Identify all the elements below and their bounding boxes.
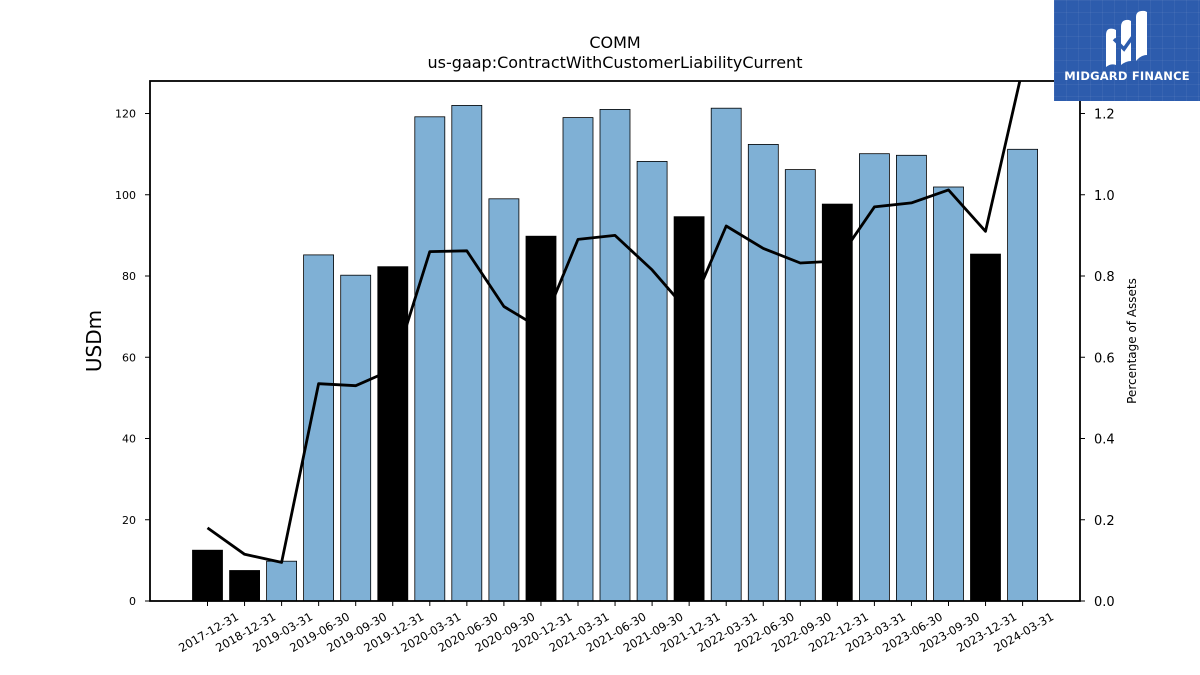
line-percentage-of-assets	[206, 81, 1022, 564]
y-axis-label: USDm	[82, 310, 106, 372]
bar-2017-12-31	[192, 549, 223, 602]
logo-text: MIDGARD FINANCE	[1064, 69, 1190, 83]
y2-tick-label-1.2: 1.2	[1094, 108, 1115, 123]
y2-tick-label-0.6: 0.6	[1094, 351, 1115, 366]
bar-2020-09-30	[488, 198, 520, 602]
y2-tick-label-1.0: 1.0	[1094, 189, 1115, 204]
bar-2021-06-30	[599, 109, 631, 602]
y-tick-label-40: 40	[122, 433, 136, 446]
bar-2023-06-30	[896, 154, 927, 602]
bar-2021-09-30	[636, 160, 668, 602]
y-tick-label-20: 20	[122, 514, 136, 527]
bar-2022-12-31	[821, 203, 853, 602]
plot-area: 0204060801001200.00.20.40.60.81.01.22017…	[115, 80, 1115, 655]
bar-2023-09-30	[933, 186, 964, 602]
bar-2019-09-30	[340, 274, 372, 602]
bar-2019-12-31	[377, 266, 409, 602]
bar-2018-12-31	[229, 570, 261, 602]
bar-2024-03-31	[1007, 148, 1038, 602]
bar-2020-12-31	[525, 235, 557, 602]
bar-2020-03-31	[414, 116, 446, 602]
y-tick-label-0: 0	[129, 595, 136, 608]
chart-title: COMM	[589, 33, 640, 52]
bar-2023-03-31	[859, 153, 890, 602]
y-tick-label-60: 60	[122, 351, 136, 364]
bar-2023-12-31	[970, 253, 1001, 602]
y-tick-label-100: 100	[115, 189, 136, 202]
bar-2022-09-30	[784, 169, 816, 602]
y2-tick-label-0.0: 0.0	[1094, 595, 1115, 610]
bar-2022-06-30	[747, 143, 779, 602]
bar-2021-03-31	[562, 117, 594, 602]
midgard-finance-logo: MIDGARD FINANCE	[1054, 0, 1200, 101]
chart-subtitle: us-gaap:ContractWithCustomerLiabilityCur…	[428, 53, 803, 72]
y2-tick-label-0.8: 0.8	[1094, 270, 1115, 285]
y2-axis-label: Percentage of Assets	[1125, 278, 1139, 404]
midgard-logo-icon	[1106, 10, 1147, 68]
bar-2021-12-31	[673, 216, 705, 602]
y2-tick-label-0.4: 0.4	[1094, 433, 1115, 448]
bar-2022-03-31	[710, 107, 742, 602]
bar-2019-03-31	[266, 560, 298, 602]
bar-2020-06-30	[451, 105, 483, 602]
y2-tick-label-0.2: 0.2	[1094, 514, 1115, 529]
y-tick-label-80: 80	[122, 270, 136, 283]
y-tick-label-120: 120	[115, 108, 136, 121]
